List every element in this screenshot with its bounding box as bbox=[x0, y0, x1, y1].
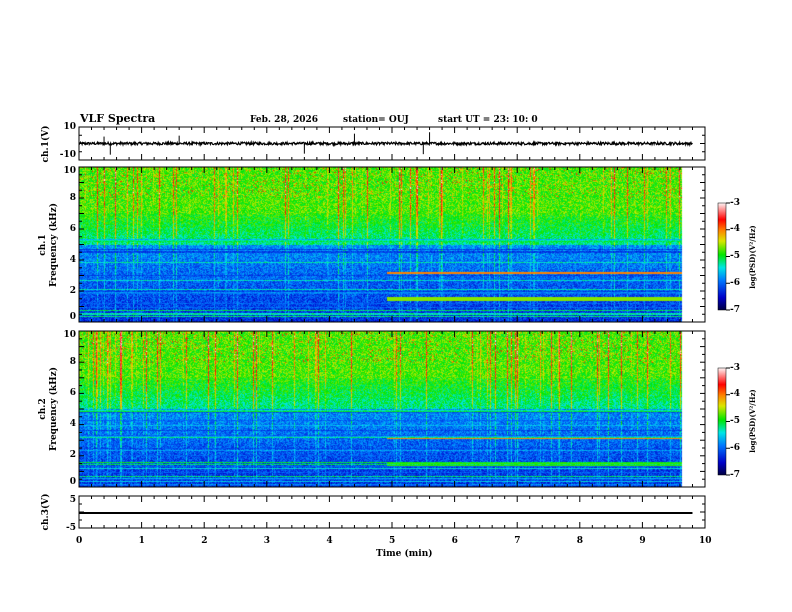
x-tick-label-2: 2 bbox=[201, 535, 208, 546]
colorbar-tick-label: -3 bbox=[730, 362, 740, 373]
y-tick-label: 4 bbox=[69, 254, 76, 265]
x-tick-label-0: 0 bbox=[76, 535, 83, 546]
ch2-colorbar bbox=[718, 368, 726, 475]
colorbar-tick-label: -5 bbox=[730, 251, 740, 261]
ch2-spectrogram bbox=[79, 331, 693, 487]
y-tick-label: 6 bbox=[69, 223, 76, 234]
y-tick-label: 0 bbox=[69, 312, 76, 322]
station-label: station= OUJ bbox=[343, 115, 409, 125]
ch2-spec-ylabel-1: ch.2 bbox=[38, 398, 48, 420]
x-tick-label-10: 10 bbox=[699, 535, 712, 546]
x-tick-label-6: 6 bbox=[451, 535, 458, 546]
y-tick-label: 2 bbox=[69, 450, 76, 461]
x-tick-label-3: 3 bbox=[263, 535, 271, 546]
y-tick-label: -5 bbox=[66, 522, 76, 533]
figure-title: VLF Spectra bbox=[80, 112, 156, 125]
ch3-ylabel: ch.3(V) bbox=[41, 493, 51, 531]
start-time-label: start UT = 23: 10: 0 bbox=[438, 115, 538, 125]
x-axis-label: Time (min) bbox=[376, 549, 433, 559]
panel-frame-1 bbox=[78, 166, 706, 323]
colorbar-tick-label: -4 bbox=[730, 224, 740, 235]
ch2-colorbar-label: log(PSD)(V²/Hz) bbox=[748, 389, 757, 453]
colorbar-tick-label: -7 bbox=[730, 469, 740, 480]
ch1-colorbar-label: log(PSD)(V²/Hz) bbox=[748, 225, 757, 289]
colorbar-tick-label: -4 bbox=[730, 389, 740, 400]
y-tick-label: 10 bbox=[63, 330, 76, 340]
y-tick-label: 10 bbox=[63, 166, 76, 176]
x-tick-label-1: 1 bbox=[138, 535, 145, 546]
y-tick-label: 2 bbox=[69, 285, 76, 296]
colorbar-frame bbox=[717, 202, 727, 311]
y-tick-label: 10 bbox=[63, 121, 76, 132]
ch1-colorbar bbox=[718, 203, 726, 310]
ch1-spec-ylabel-2: Frequency (kHz) bbox=[49, 203, 59, 288]
ch1-spec-ylabel-1: ch.1 bbox=[38, 234, 48, 256]
ch1-waveform bbox=[78, 139, 693, 148]
ch1-spectrogram bbox=[79, 167, 693, 322]
x-tick-label-5: 5 bbox=[389, 535, 396, 546]
panel-frame-2 bbox=[78, 330, 706, 488]
colorbar-tick-label: -7 bbox=[730, 304, 740, 315]
x-tick-label-7: 7 bbox=[514, 535, 521, 546]
y-tick-label: 5 bbox=[69, 495, 76, 505]
y-tick-label: 8 bbox=[69, 192, 76, 203]
colorbar-tick-label: -5 bbox=[730, 416, 740, 426]
ch2-spec-ylabel-2: Frequency (kHz) bbox=[49, 367, 59, 452]
ch1-ylabel: ch.1(V) bbox=[41, 125, 51, 163]
y-tick-label: 6 bbox=[69, 387, 76, 398]
y-tick-label: 8 bbox=[69, 356, 76, 367]
colorbar-tick-label: -3 bbox=[730, 197, 740, 208]
colorbar-frame bbox=[717, 367, 727, 476]
date-label: Feb. 28, 2026 bbox=[250, 115, 319, 125]
colorbar-tick-label: -6 bbox=[730, 442, 740, 453]
y-tick-label: 4 bbox=[69, 419, 76, 430]
y-tick-label: 0 bbox=[69, 477, 76, 487]
x-tick-label-8: 8 bbox=[576, 535, 584, 546]
x-tick-label-9: 9 bbox=[639, 535, 646, 546]
x-tick-label-4: 4 bbox=[326, 535, 333, 546]
y-tick-label: -10 bbox=[59, 150, 76, 160]
colorbar-tick-label: -6 bbox=[730, 277, 740, 288]
